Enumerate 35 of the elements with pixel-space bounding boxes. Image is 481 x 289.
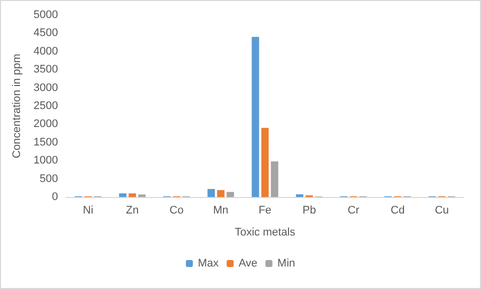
x-axis-title: Toxic metals <box>234 226 296 238</box>
x-tick-label: Zn <box>126 204 139 216</box>
y-axis-title: Concentration in ppm <box>11 54 24 158</box>
bar <box>296 194 304 197</box>
legend-label: Min <box>277 258 296 270</box>
legend-label: Max <box>198 258 220 270</box>
x-tick-label: Cu <box>434 204 449 216</box>
y-tick-label: 4000 <box>34 45 58 58</box>
bar <box>138 194 146 197</box>
bar <box>226 192 234 197</box>
y-tick-label: 2500 <box>34 100 58 112</box>
x-tick-label: Cr <box>348 204 360 216</box>
y-tick-label: 3500 <box>34 64 58 76</box>
y-tick-label: 1000 <box>34 154 58 167</box>
y-tick-label: 500 <box>40 172 58 185</box>
x-tick-label: Co <box>170 204 184 216</box>
y-tick-label: 3000 <box>34 82 58 94</box>
y-tick-label: 1500 <box>34 136 58 148</box>
x-tick-label: Cd <box>390 204 405 216</box>
x-tick-label: Fe <box>258 204 272 216</box>
y-tick-label: 0 <box>52 191 58 203</box>
x-tick-label: Ni <box>82 204 94 216</box>
bar <box>128 193 136 197</box>
bar <box>270 161 278 197</box>
bar <box>217 190 224 197</box>
x-tick-label: Mn <box>213 204 228 216</box>
bar <box>252 36 260 197</box>
bar <box>119 193 126 197</box>
y-tick-label: 2000 <box>34 118 58 130</box>
legend-label: Ave <box>238 258 258 270</box>
bar <box>208 188 215 197</box>
bar <box>261 128 269 197</box>
x-tick-label: Pb <box>302 204 316 216</box>
y-tick-label: 5000 <box>34 9 58 21</box>
y-tick-label: 4500 <box>34 27 58 40</box>
